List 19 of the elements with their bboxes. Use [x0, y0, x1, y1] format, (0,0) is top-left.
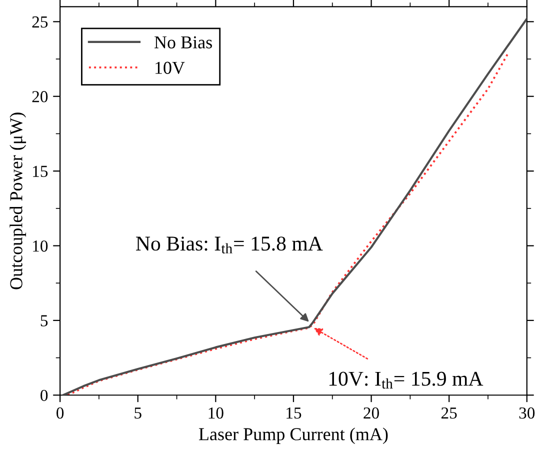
- legend-label: No Bias: [154, 36, 212, 48]
- x-tick-label: 10: [208, 407, 224, 419]
- annotation: No Bias: I$_{th}$= 15.8 mA: [136, 236, 323, 254]
- x-tick-label: 25: [441, 407, 457, 419]
- legend-label: 10V: [156, 62, 185, 74]
- x-axis-title: Laser Pump Current (mA): [198, 428, 388, 444]
- y-tick-label: 10: [33, 240, 48, 252]
- x-tick-label: 30: [519, 407, 535, 419]
- y-tick-label: 0: [40, 390, 48, 402]
- x-tick-label: 5: [134, 408, 142, 419]
- y-tick-label: 5: [40, 315, 48, 326]
- y-tick-label: 25: [32, 16, 48, 28]
- annotation: 10V: I$_{th}$= 15.9 mA: [329, 372, 484, 389]
- x-tick-label: 0: [56, 407, 64, 419]
- x-tick-label: 15: [286, 407, 302, 419]
- y-tick-label: 20: [32, 91, 48, 102]
- y-axis-title: Outcoupled Power (μW): [10, 112, 26, 290]
- y-tick-label: 15: [33, 166, 48, 177]
- x-tick-label: 20: [364, 407, 379, 419]
